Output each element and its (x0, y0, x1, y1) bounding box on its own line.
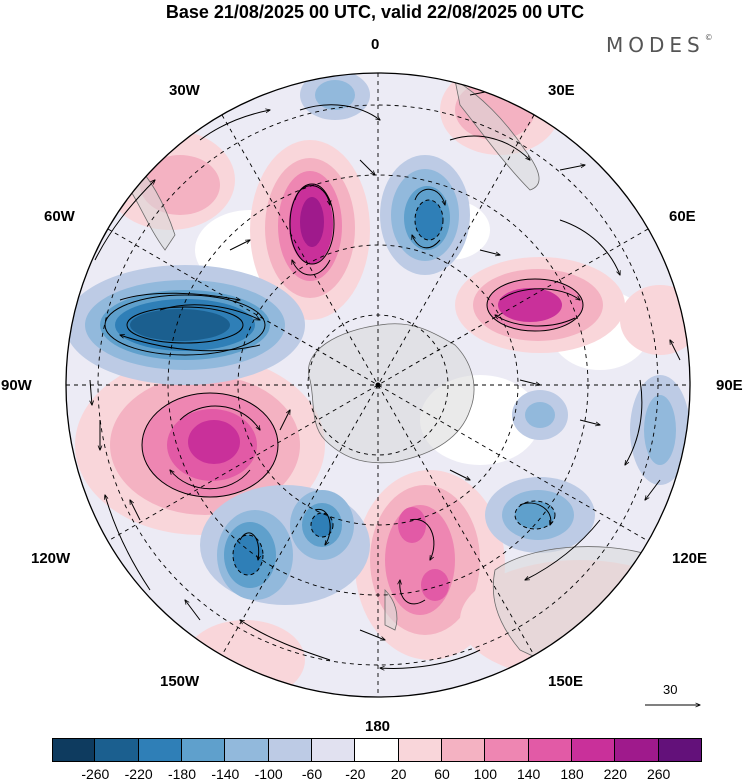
colorbar-cell (95, 738, 139, 762)
brand-text: MODES (606, 33, 705, 57)
colorbar-tick-label: -100 (254, 766, 283, 782)
colorbar-cell (52, 738, 96, 762)
colorbar-tick-label: 100 (473, 766, 498, 782)
colorbar-cell (615, 738, 659, 762)
colorbar-cell (355, 738, 399, 762)
wind-vectors (90, 90, 681, 690)
antarctica-landmass (308, 323, 475, 464)
colorbar-cell (268, 738, 312, 762)
colorbar-cell (312, 738, 356, 762)
colorbar-cell (182, 738, 226, 762)
colorbar-tick-label: 140 (516, 766, 541, 782)
brand-mark: © (704, 33, 713, 43)
label-lon-120w: 120W (31, 550, 71, 567)
label-lon-30w: 30W (169, 82, 200, 99)
colorbar-tick-label: -220 (124, 766, 153, 782)
colorbar-tick-label: 180 (560, 766, 584, 782)
colorbar-tick-label: -180 (167, 766, 197, 782)
modes-logo: MODES© (606, 33, 713, 57)
map-boundary (65, 72, 691, 698)
colorbar-cell (138, 738, 182, 762)
positive-anomaly-nw (250, 140, 370, 320)
label-lon-150w: 150W (160, 673, 200, 690)
label-lon-30e: 30E (548, 82, 575, 99)
negative-anomaly-southeast (485, 375, 690, 553)
negative-anomaly-west (66, 265, 305, 385)
label-lon-60w: 60W (44, 208, 75, 225)
label-lon-0: 0 (371, 36, 380, 53)
colorbar-cell (398, 738, 442, 762)
colorbar-tick-label: -140 (211, 766, 240, 782)
anomaly-contours (104, 183, 584, 576)
colorbar-tick-label: 260 (646, 766, 671, 782)
colorbar-cell (572, 738, 616, 762)
colorbar-tick-label: -260 (81, 766, 110, 782)
label-lon-60e: 60E (669, 208, 696, 225)
map-title: Base 21/08/2025 00 UTC, valid 22/08/2025… (165, 2, 585, 22)
colorbar-frame (52, 738, 702, 762)
colorbar-tick-label: 20 (390, 766, 407, 782)
label-lon-90w: 90W (1, 377, 32, 394)
colorbar (52, 738, 702, 762)
colorbar-cell (528, 738, 572, 762)
polar-map (65, 72, 750, 735)
positive-anomaly-east (455, 257, 625, 353)
label-lon-180: 180 (365, 718, 391, 735)
colorbar-cell (485, 738, 529, 762)
label-lon-120e: 120E (672, 550, 708, 567)
colorbar-tick-label: 220 (603, 766, 628, 782)
negative-anomaly-southwest (200, 485, 370, 605)
pole-marker (375, 382, 381, 388)
label-lon-150e: 150E (548, 673, 584, 690)
colorbar-cell (442, 738, 486, 762)
colorbar-cell (225, 738, 269, 762)
colorbar-tick-label: -60 (301, 766, 323, 782)
reference-vector-label: 30 (663, 682, 678, 697)
colorbar-tick-label: -20 (345, 766, 366, 782)
new-zealand-landmass (384, 589, 398, 631)
colorbar-tick-label: 60 (434, 766, 450, 782)
label-lon-90e: 90E (716, 377, 743, 394)
